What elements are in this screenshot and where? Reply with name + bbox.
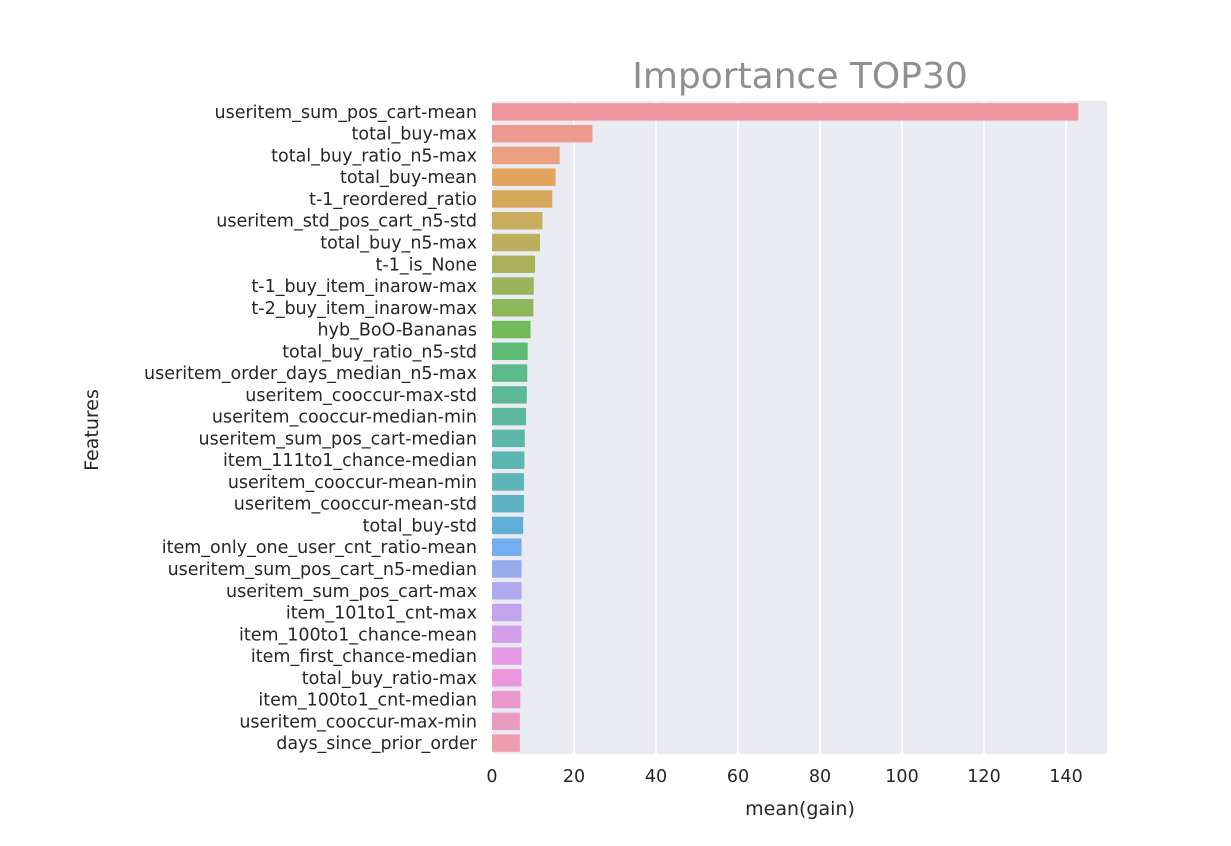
- y-tick-label: total_buy_ratio-max: [302, 669, 477, 689]
- bar: [492, 233, 540, 252]
- bar: [492, 560, 522, 578]
- y-axis-label: Features: [81, 389, 103, 471]
- y-tick-label: total_buy_n5-max: [320, 233, 477, 253]
- bar: [492, 364, 528, 382]
- x-tick-label: 40: [645, 767, 667, 787]
- x-tick-label: 60: [727, 767, 749, 787]
- bar: [492, 103, 1079, 121]
- chart-title: Importance TOP30: [632, 56, 968, 97]
- bar: [492, 146, 560, 165]
- y-tick-label: total_buy-std: [363, 516, 477, 536]
- y-tick-label: t-2_buy_item_inarow-max: [251, 299, 477, 319]
- bar: [492, 603, 522, 622]
- y-tick-label: useritem_std_pos_cart_n5-std: [216, 212, 477, 232]
- y-tick-label: total_buy_ratio_n5-std: [282, 342, 477, 362]
- bar: [492, 407, 527, 426]
- y-tick-label: useritem_order_days_median_n5-max: [144, 364, 477, 384]
- y-tick-label: useritem_cooccur-median-min: [212, 408, 477, 428]
- bar: [492, 168, 556, 186]
- bar: [492, 582, 522, 600]
- y-tick-labels: useritem_sum_pos_cart-meantotal_buy-maxt…: [144, 103, 478, 754]
- y-tick-label: t-1_buy_item_inarow-max: [251, 277, 477, 297]
- x-tick-label: 20: [563, 767, 585, 787]
- bar: [492, 690, 521, 709]
- y-tick-label: useritem_sum_pos_cart-median: [199, 429, 477, 449]
- bar: [492, 320, 531, 339]
- bar: [492, 124, 593, 143]
- y-tick-label: useritem_cooccur-mean-std: [234, 495, 477, 515]
- y-tick-label: item_only_one_user_cnt_ratio-mean: [162, 538, 477, 558]
- bar: [492, 538, 522, 556]
- y-tick-label: item_100to1_chance-mean: [239, 625, 477, 645]
- y-tick-label: t-1_is_None: [376, 255, 477, 275]
- bar: [492, 451, 525, 469]
- y-tick-label: item_100to1_cnt-median: [258, 691, 477, 711]
- y-tick-label: useritem_cooccur-max-min: [239, 712, 477, 732]
- y-tick-label: hyb_BoO-Bananas: [318, 321, 477, 341]
- bar: [492, 429, 525, 448]
- x-tick-label: 100: [885, 767, 918, 787]
- y-tick-label: total_buy-max: [352, 125, 477, 145]
- bar: [492, 473, 524, 491]
- y-tick-label: total_buy_ratio_n5-max: [271, 146, 477, 166]
- bar: [492, 647, 522, 665]
- bar: [492, 212, 543, 230]
- y-tick-label: total_buy-mean: [340, 168, 477, 188]
- bar: [492, 494, 524, 513]
- y-tick-label: t-1_reordered_ratio: [309, 190, 477, 210]
- plot-area: [492, 101, 1107, 754]
- x-tick-labels: 0 20 40 60 80 100 120 140: [486, 767, 1082, 787]
- x-tick-label: 80: [809, 767, 831, 787]
- y-tick-label: useritem_sum_pos_cart-max: [226, 582, 477, 602]
- bar: [492, 712, 520, 731]
- bar: [492, 342, 528, 361]
- y-tick-label: useritem_cooccur-max-std: [245, 386, 477, 406]
- x-tick-label: 0: [486, 767, 497, 787]
- y-tick-label: item_101to1_cnt-max: [286, 604, 477, 624]
- x-tick-label: 120: [967, 767, 1000, 787]
- bar: [492, 255, 536, 273]
- y-tick-label: useritem_sum_pos_cart-mean: [215, 103, 478, 123]
- x-tick-label: 140: [1049, 767, 1082, 787]
- y-tick-label: item_111to1_chance-median: [223, 451, 477, 471]
- y-tick-label: days_since_prior_order: [276, 734, 478, 754]
- bar: [492, 386, 527, 404]
- bar: [492, 516, 524, 535]
- y-tick-label: useritem_cooccur-mean-min: [228, 473, 477, 493]
- y-tick-label: useritem_sum_pos_cart_n5-median: [168, 560, 477, 580]
- bar: [492, 299, 534, 317]
- bar: [492, 669, 522, 687]
- bar: [492, 277, 534, 295]
- bar: [492, 190, 553, 208]
- y-tick-label: item_first_chance-median: [251, 647, 477, 667]
- x-gridlines: [491, 101, 1067, 754]
- x-axis-label: mean(gain): [745, 798, 855, 820]
- bar: [492, 625, 522, 643]
- bars: [492, 103, 1079, 752]
- bar: [492, 734, 520, 752]
